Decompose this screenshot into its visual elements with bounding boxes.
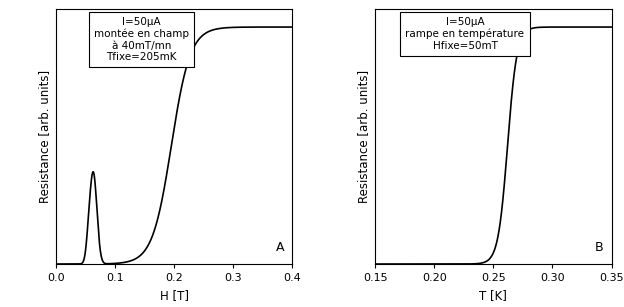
Text: I=50μA
montée en champ
à 40mT/mn
Tfixe=205mK: I=50μA montée en champ à 40mT/mn Tfixe=2…	[94, 17, 188, 62]
X-axis label: H [T]: H [T]	[160, 289, 189, 301]
X-axis label: T [K]: T [K]	[479, 289, 507, 301]
Text: I=50μA
rampe en température
Hfixe=50mT: I=50μA rampe en température Hfixe=50mT	[406, 17, 525, 51]
Y-axis label: Resistance [arb. units]: Resistance [arb. units]	[357, 70, 369, 203]
Text: A: A	[276, 241, 285, 254]
Text: B: B	[595, 241, 603, 254]
Y-axis label: Resistance [arb. units]: Resistance [arb. units]	[37, 70, 51, 203]
